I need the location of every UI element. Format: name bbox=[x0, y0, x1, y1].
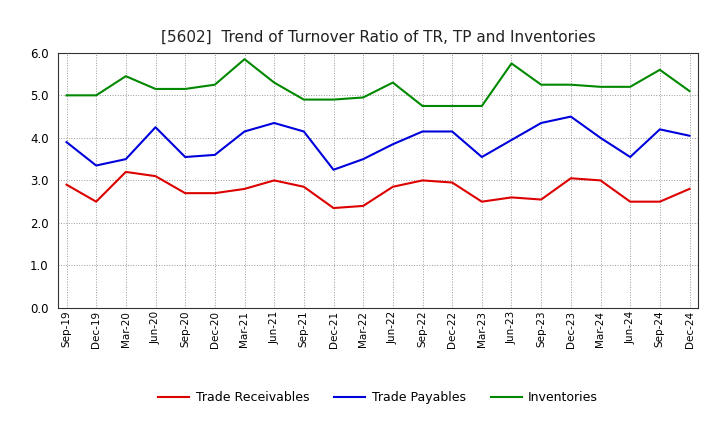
Inventories bbox=[181, 86, 189, 92]
Inventories bbox=[685, 88, 694, 94]
Inventories bbox=[329, 97, 338, 102]
Inventories bbox=[300, 97, 308, 102]
Trade Receivables bbox=[655, 199, 664, 204]
Trade Payables bbox=[62, 139, 71, 145]
Trade Payables bbox=[270, 121, 279, 126]
Trade Payables bbox=[359, 157, 367, 162]
Inventories bbox=[418, 103, 427, 109]
Inventories bbox=[507, 61, 516, 66]
Trade Receivables bbox=[240, 186, 249, 191]
Trade Receivables bbox=[270, 178, 279, 183]
Trade Receivables bbox=[596, 178, 605, 183]
Legend: Trade Receivables, Trade Payables, Inventories: Trade Receivables, Trade Payables, Inven… bbox=[153, 386, 603, 409]
Trade Payables bbox=[418, 129, 427, 134]
Line: Trade Receivables: Trade Receivables bbox=[66, 172, 690, 208]
Trade Payables bbox=[389, 142, 397, 147]
Trade Payables bbox=[210, 152, 219, 158]
Trade Payables bbox=[567, 114, 575, 119]
Trade Receivables bbox=[92, 199, 101, 204]
Line: Trade Payables: Trade Payables bbox=[66, 117, 690, 170]
Trade Payables bbox=[448, 129, 456, 134]
Trade Receivables bbox=[62, 182, 71, 187]
Trade Receivables bbox=[210, 191, 219, 196]
Trade Receivables bbox=[418, 178, 427, 183]
Title: [5602]  Trend of Turnover Ratio of TR, TP and Inventories: [5602] Trend of Turnover Ratio of TR, TP… bbox=[161, 29, 595, 45]
Trade Receivables bbox=[122, 169, 130, 175]
Inventories bbox=[62, 93, 71, 98]
Trade Payables bbox=[181, 154, 189, 160]
Trade Receivables bbox=[507, 195, 516, 200]
Inventories bbox=[270, 80, 279, 85]
Inventories bbox=[240, 56, 249, 62]
Trade Payables bbox=[537, 121, 546, 126]
Trade Receivables bbox=[626, 199, 634, 204]
Line: Inventories: Inventories bbox=[66, 59, 690, 106]
Trade Payables bbox=[329, 167, 338, 172]
Inventories bbox=[151, 86, 160, 92]
Trade Receivables bbox=[359, 203, 367, 209]
Trade Receivables bbox=[685, 186, 694, 191]
Inventories bbox=[537, 82, 546, 87]
Inventories bbox=[92, 93, 101, 98]
Trade Receivables bbox=[537, 197, 546, 202]
Trade Payables bbox=[655, 127, 664, 132]
Inventories bbox=[596, 84, 605, 89]
Trade Payables bbox=[685, 133, 694, 139]
Inventories bbox=[626, 84, 634, 89]
Trade Payables bbox=[92, 163, 101, 168]
Inventories bbox=[655, 67, 664, 73]
Inventories bbox=[567, 82, 575, 87]
Inventories bbox=[210, 82, 219, 87]
Trade Receivables bbox=[181, 191, 189, 196]
Inventories bbox=[359, 95, 367, 100]
Trade Receivables bbox=[300, 184, 308, 189]
Inventories bbox=[477, 103, 486, 109]
Trade Receivables bbox=[448, 180, 456, 185]
Trade Payables bbox=[151, 125, 160, 130]
Trade Receivables bbox=[477, 199, 486, 204]
Trade Payables bbox=[626, 154, 634, 160]
Trade Payables bbox=[240, 129, 249, 134]
Inventories bbox=[448, 103, 456, 109]
Trade Payables bbox=[300, 129, 308, 134]
Inventories bbox=[122, 73, 130, 79]
Trade Payables bbox=[596, 135, 605, 140]
Trade Payables bbox=[477, 154, 486, 160]
Trade Receivables bbox=[329, 205, 338, 211]
Trade Receivables bbox=[151, 173, 160, 179]
Trade Payables bbox=[507, 137, 516, 143]
Trade Payables bbox=[122, 157, 130, 162]
Trade Receivables bbox=[567, 176, 575, 181]
Trade Receivables bbox=[389, 184, 397, 189]
Inventories bbox=[389, 80, 397, 85]
